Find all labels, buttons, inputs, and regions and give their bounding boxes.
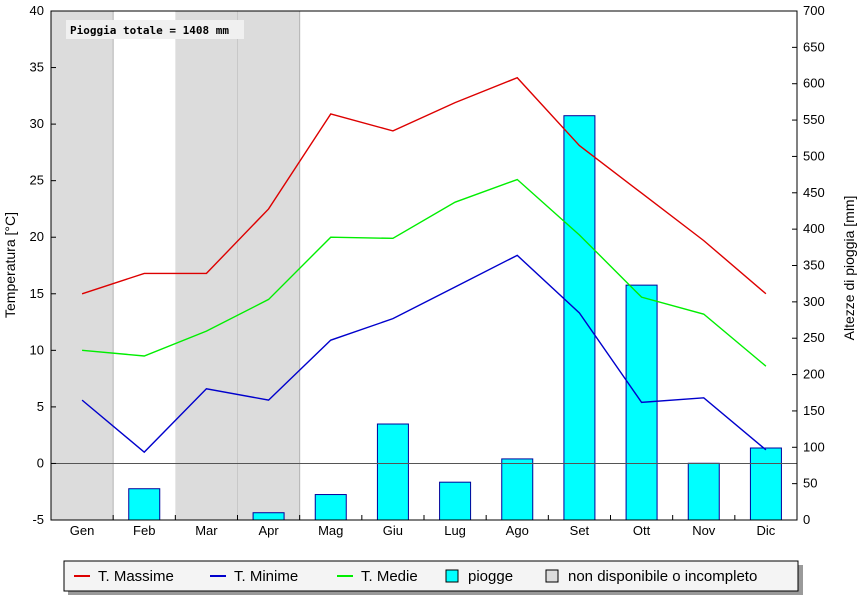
- right-tick-label: 650: [803, 39, 825, 54]
- legend-label: T. Medie: [361, 568, 418, 585]
- left-tick-label: 25: [30, 173, 44, 188]
- left-tick-label: 5: [37, 399, 44, 414]
- x-tick-label-giu: Giu: [383, 523, 403, 538]
- rain-bar-apr: [252, 512, 285, 521]
- unavailable-band-gen: [51, 11, 114, 520]
- right-tick-label: 100: [803, 439, 825, 454]
- right-axis-title: Altezze di pioggia [mm]: [841, 196, 857, 341]
- left-tick-label: 20: [30, 229, 44, 244]
- left-tick-label: 0: [37, 455, 44, 470]
- left-axis-title: Temperatura [°C]: [2, 212, 18, 318]
- left-tick-label: 30: [30, 116, 44, 131]
- right-tick-label: 350: [803, 258, 825, 273]
- legend-label: T. Minime: [234, 568, 298, 585]
- x-tick-label-ott: Ott: [633, 523, 651, 538]
- right-tick-label: 450: [803, 185, 825, 200]
- rain-bar-set: [563, 115, 596, 521]
- right-tick-label: 600: [803, 76, 825, 91]
- left-tick-label: 15: [30, 286, 44, 301]
- right-tick-label: 400: [803, 221, 825, 236]
- unavailable-shading: [51, 11, 301, 520]
- series-line-t-massime: [81, 76, 767, 295]
- annotation-box: [66, 20, 244, 39]
- x-tick-label-lug: Lug: [444, 523, 466, 538]
- x-tick-label-dic: Dic: [757, 523, 776, 538]
- rain-total-annotation: Pioggia totale = 1408 mm: [66, 20, 244, 39]
- x-tick-label-set: Set: [570, 523, 590, 538]
- x-tick-label-feb: Feb: [133, 523, 155, 538]
- rain-bar-feb: [128, 488, 161, 521]
- left-tick-label: 40: [30, 3, 44, 18]
- x-tick-label-apr: Apr: [258, 523, 279, 538]
- legend-box: [63, 560, 799, 592]
- temperature-lines: [81, 76, 767, 454]
- rain-bar-ago: [501, 458, 534, 521]
- left-tick-label: 10: [30, 342, 44, 357]
- legend-label: piogge: [468, 568, 513, 585]
- right-tick-label: 250: [803, 330, 825, 345]
- rain-bar-giu: [376, 423, 409, 521]
- right-tick-label: 0: [803, 512, 810, 527]
- right-tick-label: 200: [803, 367, 825, 382]
- rain-bar-nov: [687, 462, 720, 521]
- legend-swatch-box: [545, 569, 559, 583]
- right-tick-label: 700: [803, 3, 825, 18]
- right-tick-label: 500: [803, 148, 825, 163]
- rain-bar-mag: [314, 494, 347, 521]
- x-tick-label-mar: Mar: [195, 523, 218, 538]
- x-tick-label-gen: Gen: [70, 523, 95, 538]
- right-tick-label: 550: [803, 112, 825, 127]
- series-line-t-minime: [81, 254, 767, 454]
- right-tick-label: 50: [803, 476, 817, 491]
- legend-label: non disponibile o incompleto: [568, 568, 757, 585]
- left-tick-label: -5: [32, 512, 44, 527]
- series-line-t-medie: [82, 178, 767, 367]
- x-tick-label-mag: Mag: [318, 523, 343, 538]
- unavailable-band-apr: [237, 11, 300, 520]
- axis-ticks: -505101520253035400501001502002503003504…: [30, 3, 825, 538]
- left-tick-label: 35: [30, 60, 44, 75]
- legend: T. Massime T. Minime T. Medie piogge non dis…: [63, 560, 803, 595]
- right-tick-label: 300: [803, 294, 825, 309]
- unavailable-band-mar: [175, 11, 238, 520]
- x-tick-label-ago: Ago: [506, 523, 529, 538]
- legend-swatch-box: [445, 569, 459, 583]
- legend-entries: T. Massime T. Minime T. Medie piogge non dis…: [74, 568, 757, 585]
- rain-bar-lug: [439, 481, 472, 521]
- annotation-text: Pioggia totale = 1408 mm: [70, 24, 229, 37]
- rain-bar-dic: [749, 447, 782, 521]
- legend-label: T. Massime: [98, 568, 174, 585]
- right-tick-label: 150: [803, 403, 825, 418]
- x-tick-label-nov: Nov: [692, 523, 716, 538]
